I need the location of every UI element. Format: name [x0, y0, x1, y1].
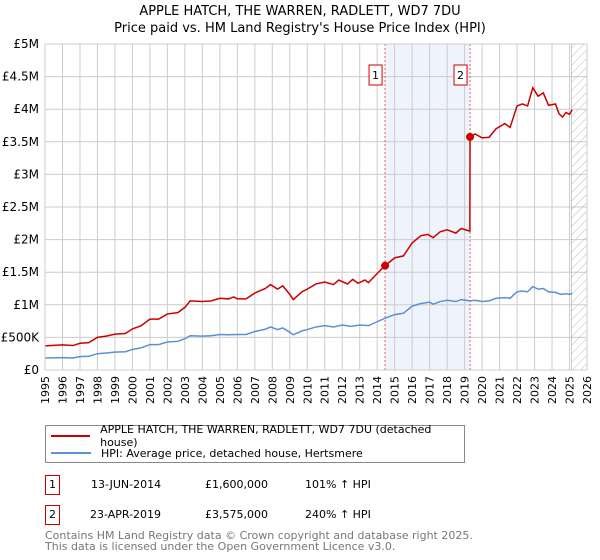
forecast-hatch: [571, 43, 588, 371]
legend-swatch-blue: [51, 452, 91, 454]
x-tick-label: 2011: [319, 376, 332, 404]
sale-point: [466, 132, 475, 141]
x-tick-label: 2014: [371, 376, 384, 404]
sale-date: 13-JUN-2014: [91, 478, 162, 491]
sale-hpi: 240% ↑ HPI: [305, 508, 371, 521]
hpi-series-line: [44, 285, 573, 359]
plot-area: 1995 1996 1997 1998 1999 2000 2001 2002 2003 2004…: [1, 37, 594, 404]
x-tick-label: 1999: [109, 376, 122, 404]
x-tick-label: 2002: [161, 376, 174, 404]
x-tick-label: 2024: [546, 376, 559, 404]
sale-price: £1,600,000: [205, 478, 268, 491]
x-tick-label: 2007: [249, 376, 262, 404]
x-tick-label: 2016: [406, 376, 419, 404]
chart-subtitle: Price paid vs. HM Land Registry's House …: [114, 21, 486, 36]
x-tick-label: 2025: [564, 376, 577, 404]
y-tick-label: £2M: [13, 233, 39, 247]
sale-label-box: [368, 64, 383, 86]
sale-label-box: [453, 64, 468, 86]
plot-border: [44, 43, 588, 371]
x-tick-label: 1995: [39, 376, 52, 404]
x-tick-label: 2000: [126, 376, 139, 404]
y-tick-label: £0: [24, 363, 39, 377]
y-tick-label: £3M: [13, 167, 39, 181]
x-tick-label: 2018: [441, 376, 454, 404]
sale-label: 2: [457, 69, 464, 82]
x-tick-label: 2022: [511, 376, 524, 404]
x-tick-label: 2021: [494, 376, 507, 404]
sale-hpi: 101% ↑ HPI: [305, 478, 371, 491]
sale-point: [381, 261, 390, 270]
legend-item-hpi: HPI: Average price, detached house, Hert…: [51, 445, 363, 461]
legend-label-property: APPLE HATCH, THE WARREN, RADLETT, WD7 7D…: [100, 423, 432, 449]
sale-badge: 2: [45, 505, 60, 525]
y-tick-label: £4.5M: [2, 70, 39, 84]
footer: Contains HM Land Registry data © Crown c…: [45, 530, 473, 552]
x-tick-label: 1997: [74, 376, 87, 404]
legend-swatch-red: [51, 435, 91, 437]
x-tick-label: 2001: [144, 376, 157, 404]
x-tick-label: 2005: [214, 376, 227, 404]
chart-title: APPLE HATCH, THE WARREN, RADLETT, WD7 7D…: [139, 4, 461, 19]
legend: APPLE HATCH, THE WARREN, RADLETT, WD7 7D…: [45, 423, 465, 463]
footer-line-1: Contains HM Land Registry data © Crown c…: [45, 529, 473, 542]
y-tick-label: £5M: [13, 37, 39, 51]
property-series-line: [44, 85, 573, 347]
x-tick-label: 2019: [459, 376, 472, 404]
x-tick-label: 2013: [354, 376, 367, 404]
x-tick-label: 2020: [476, 376, 489, 404]
x-tick-label: 2003: [179, 376, 192, 404]
x-tick-label: 1998: [91, 376, 104, 404]
footer-line-2: This data is licensed under the Open Gov…: [45, 540, 396, 553]
sale-label: 1: [372, 69, 379, 82]
x-tick-label: 2023: [529, 376, 542, 404]
x-tick-label: 2017: [424, 376, 437, 404]
x-tick-label: 2008: [266, 376, 279, 404]
y-tick-label: £4M: [13, 102, 39, 116]
x-tick-label: 2006: [231, 376, 244, 404]
x-tick-label: 2004: [196, 376, 209, 404]
x-tick-label: 2009: [284, 376, 297, 404]
x-tick-label: 2026: [581, 376, 594, 404]
x-tick-label: 1996: [56, 376, 69, 404]
legend-item-property: APPLE HATCH, THE WARREN, RADLETT, WD7 7D…: [51, 423, 464, 449]
x-tick-label: 2012: [336, 376, 349, 404]
y-tick-label: £2.5M: [2, 200, 39, 214]
sale-price: £3,575,000: [205, 508, 268, 521]
y-tick-label: £500K: [1, 330, 41, 344]
legend-label-hpi: HPI: Average price, detached house, Hert…: [101, 446, 363, 460]
sale-badge: 1: [45, 475, 60, 495]
x-tick-label: 2010: [301, 376, 314, 404]
y-tick-label: £1M: [13, 298, 39, 312]
x-tick-label: 2015: [389, 376, 402, 404]
y-tick-label: £3.5M: [2, 135, 39, 149]
sale-date: 23-APR-2019: [90, 508, 162, 521]
y-tick-label: £1.5M: [2, 265, 39, 279]
